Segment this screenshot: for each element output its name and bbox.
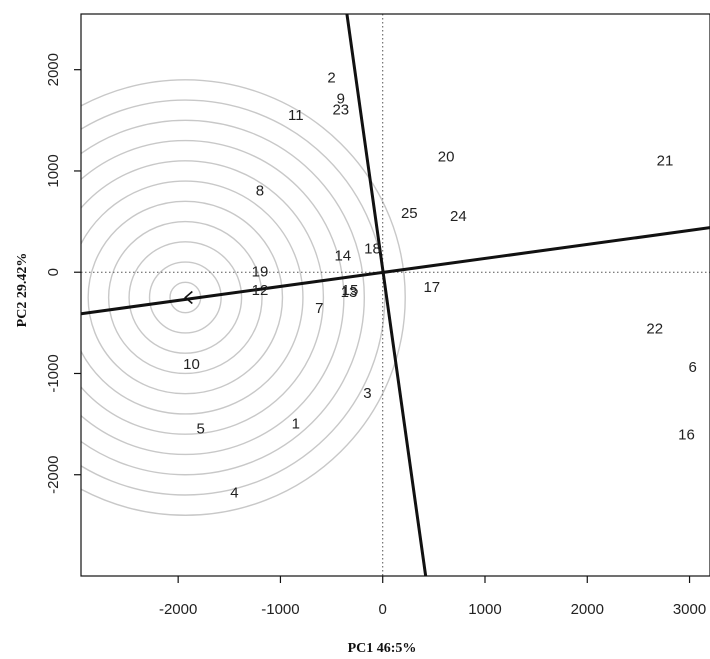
y-tick-label: 1000 bbox=[45, 154, 62, 187]
plot-frame bbox=[80, 13, 710, 577]
y-axis-title: PC2 29.42% bbox=[15, 253, 30, 328]
x-tick-label: 3000 bbox=[673, 601, 706, 618]
contour-circle-10 bbox=[81, 99, 386, 496]
y-axis-ticks: -2000 -1000 0 1000 2000 bbox=[45, 53, 81, 494]
reference-lines bbox=[81, 14, 710, 576]
point-label-6: 6 bbox=[688, 359, 696, 376]
point-label-19: 19 bbox=[252, 264, 269, 281]
y-tick-label: 0 bbox=[45, 268, 62, 276]
contour-circle-8 bbox=[81, 139, 345, 456]
point-label-15: 15 bbox=[342, 282, 359, 299]
y-tick-label: -1000 bbox=[45, 354, 62, 392]
point-label-1: 1 bbox=[292, 416, 300, 433]
point-label-5: 5 bbox=[196, 421, 204, 438]
x-axis-title: PC1 46:5% bbox=[348, 641, 417, 656]
x-tick-label: -2000 bbox=[159, 601, 197, 618]
point-label-8: 8 bbox=[256, 183, 264, 200]
point-label-2: 2 bbox=[327, 69, 335, 86]
point-label-23: 23 bbox=[332, 102, 349, 119]
point-label-11: 11 bbox=[288, 107, 304, 124]
y-tick-label: 2000 bbox=[45, 53, 62, 86]
point-label-12: 12 bbox=[252, 282, 269, 299]
x-tick-label: 1000 bbox=[468, 601, 501, 618]
contour-circle-11 bbox=[81, 79, 406, 516]
contour-circle-4 bbox=[107, 220, 263, 375]
x-tick-label: -1000 bbox=[261, 601, 299, 618]
x-axis-ticks: -2000 -1000 0 1000 2000 3000 bbox=[159, 576, 706, 618]
point-label-13: 13 bbox=[341, 284, 358, 301]
origin-arrowhead bbox=[184, 290, 193, 305]
origin-arrow bbox=[184, 290, 193, 305]
point-label-22: 22 bbox=[646, 320, 663, 337]
point-label-20: 20 bbox=[438, 148, 455, 165]
contour-circle-3 bbox=[128, 241, 243, 354]
contour-circles bbox=[81, 79, 406, 516]
contour-circle-5 bbox=[87, 200, 284, 395]
contour-circle-6 bbox=[81, 180, 304, 415]
contour-circle-7 bbox=[81, 160, 325, 435]
contour-circle-2 bbox=[148, 261, 222, 334]
point-label-18: 18 bbox=[364, 240, 381, 257]
point-label-3: 3 bbox=[363, 385, 371, 402]
pc-axis-line-2 bbox=[345, 14, 428, 576]
x-tick-label: 2000 bbox=[571, 601, 604, 618]
point-label-9: 9 bbox=[337, 91, 345, 108]
point-label-4: 4 bbox=[230, 484, 238, 501]
point-label-16: 16 bbox=[678, 427, 695, 444]
point-label-17: 17 bbox=[423, 279, 440, 296]
pc-axis-line-1 bbox=[81, 226, 710, 316]
x-tick-label: 0 bbox=[379, 601, 387, 618]
contour-circle-9 bbox=[81, 119, 365, 476]
point-label-14: 14 bbox=[334, 248, 351, 265]
point-label-24: 24 bbox=[450, 208, 467, 225]
point-label-7: 7 bbox=[315, 300, 323, 317]
pc-axis-lines bbox=[81, 14, 710, 576]
point-label-21: 21 bbox=[657, 152, 674, 169]
point-label-10: 10 bbox=[183, 356, 200, 373]
y-tick-label: -2000 bbox=[45, 456, 62, 494]
point-label-25: 25 bbox=[401, 205, 418, 222]
